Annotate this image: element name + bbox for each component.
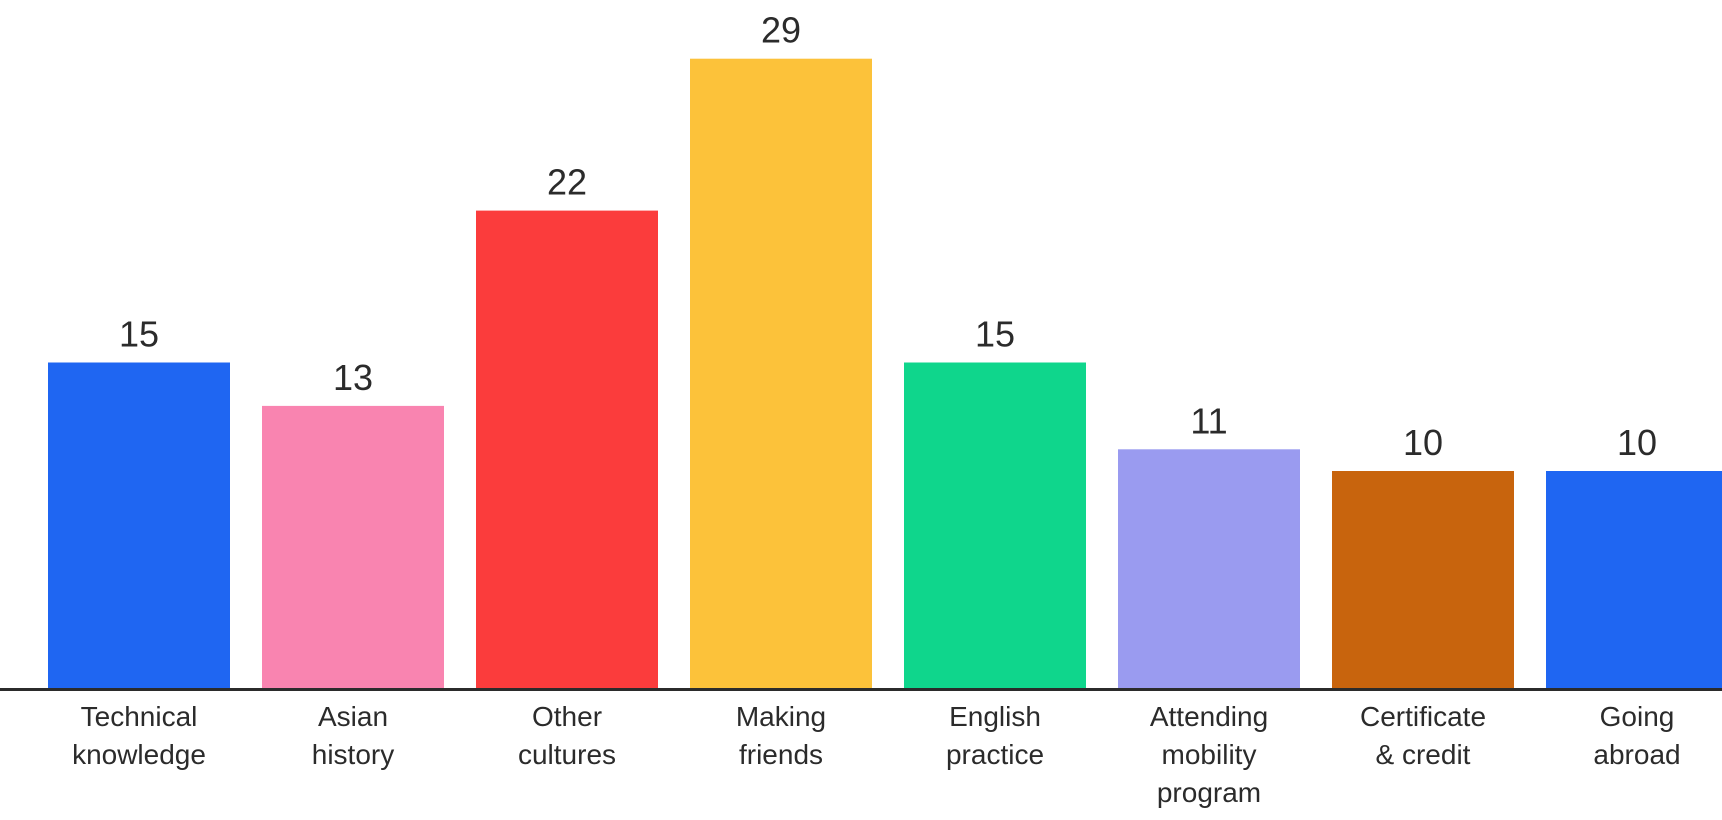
value-label-1: 13 [333,357,373,398]
category-label-line: English [949,701,1041,732]
category-labels-layer: Technical knowledge Asian history Other cultu… [72,701,1681,808]
category-label-line: Certificate [1360,701,1486,732]
category-label-1: Asian history [312,701,394,770]
value-label-3: 29 [761,10,801,51]
category-label-line: mobility [1162,739,1257,770]
bar-1 [262,405,444,688]
bar-3 [690,58,872,688]
category-label-line: abroad [1593,739,1680,770]
bar-5 [1118,449,1300,688]
category-label-line: & credit [1376,739,1471,770]
category-label-line: friends [739,739,823,770]
category-label-line: Going [1600,701,1675,732]
bar-0 [48,362,230,688]
category-label-line: Asian [318,701,388,732]
value-label-7: 10 [1617,422,1657,463]
category-label-3: Making friends [736,701,826,770]
category-label-line: program [1157,777,1261,808]
bar-4 [904,362,1086,688]
bars-layer [48,58,1722,688]
category-label-line: knowledge [72,739,206,770]
category-label-line: cultures [518,739,616,770]
category-label-line: Other [532,701,602,732]
value-label-5: 11 [1190,400,1227,441]
category-label-line: history [312,739,394,770]
category-label-5: Attending mobility program [1150,701,1268,808]
value-label-2: 22 [547,162,587,203]
category-label-line: Technical [81,701,198,732]
category-label-7: Going abroad [1593,701,1680,770]
category-label-4: English practice [946,701,1044,770]
category-label-6: Certificate & credit [1360,701,1486,770]
category-label-line: Attending [1150,701,1268,732]
category-label-line: Making [736,701,826,732]
category-label-2: Other cultures [518,701,616,770]
value-label-0: 15 [119,314,159,355]
value-label-6: 10 [1403,422,1443,463]
bar-6 [1332,471,1514,688]
bar-2 [476,210,658,688]
value-labels-layer: 15 13 22 29 15 11 10 10 [119,10,1657,463]
category-label-line: practice [946,739,1044,770]
value-label-4: 15 [975,314,1015,355]
category-label-0: Technical knowledge [72,701,206,770]
bar-7 [1546,471,1722,688]
